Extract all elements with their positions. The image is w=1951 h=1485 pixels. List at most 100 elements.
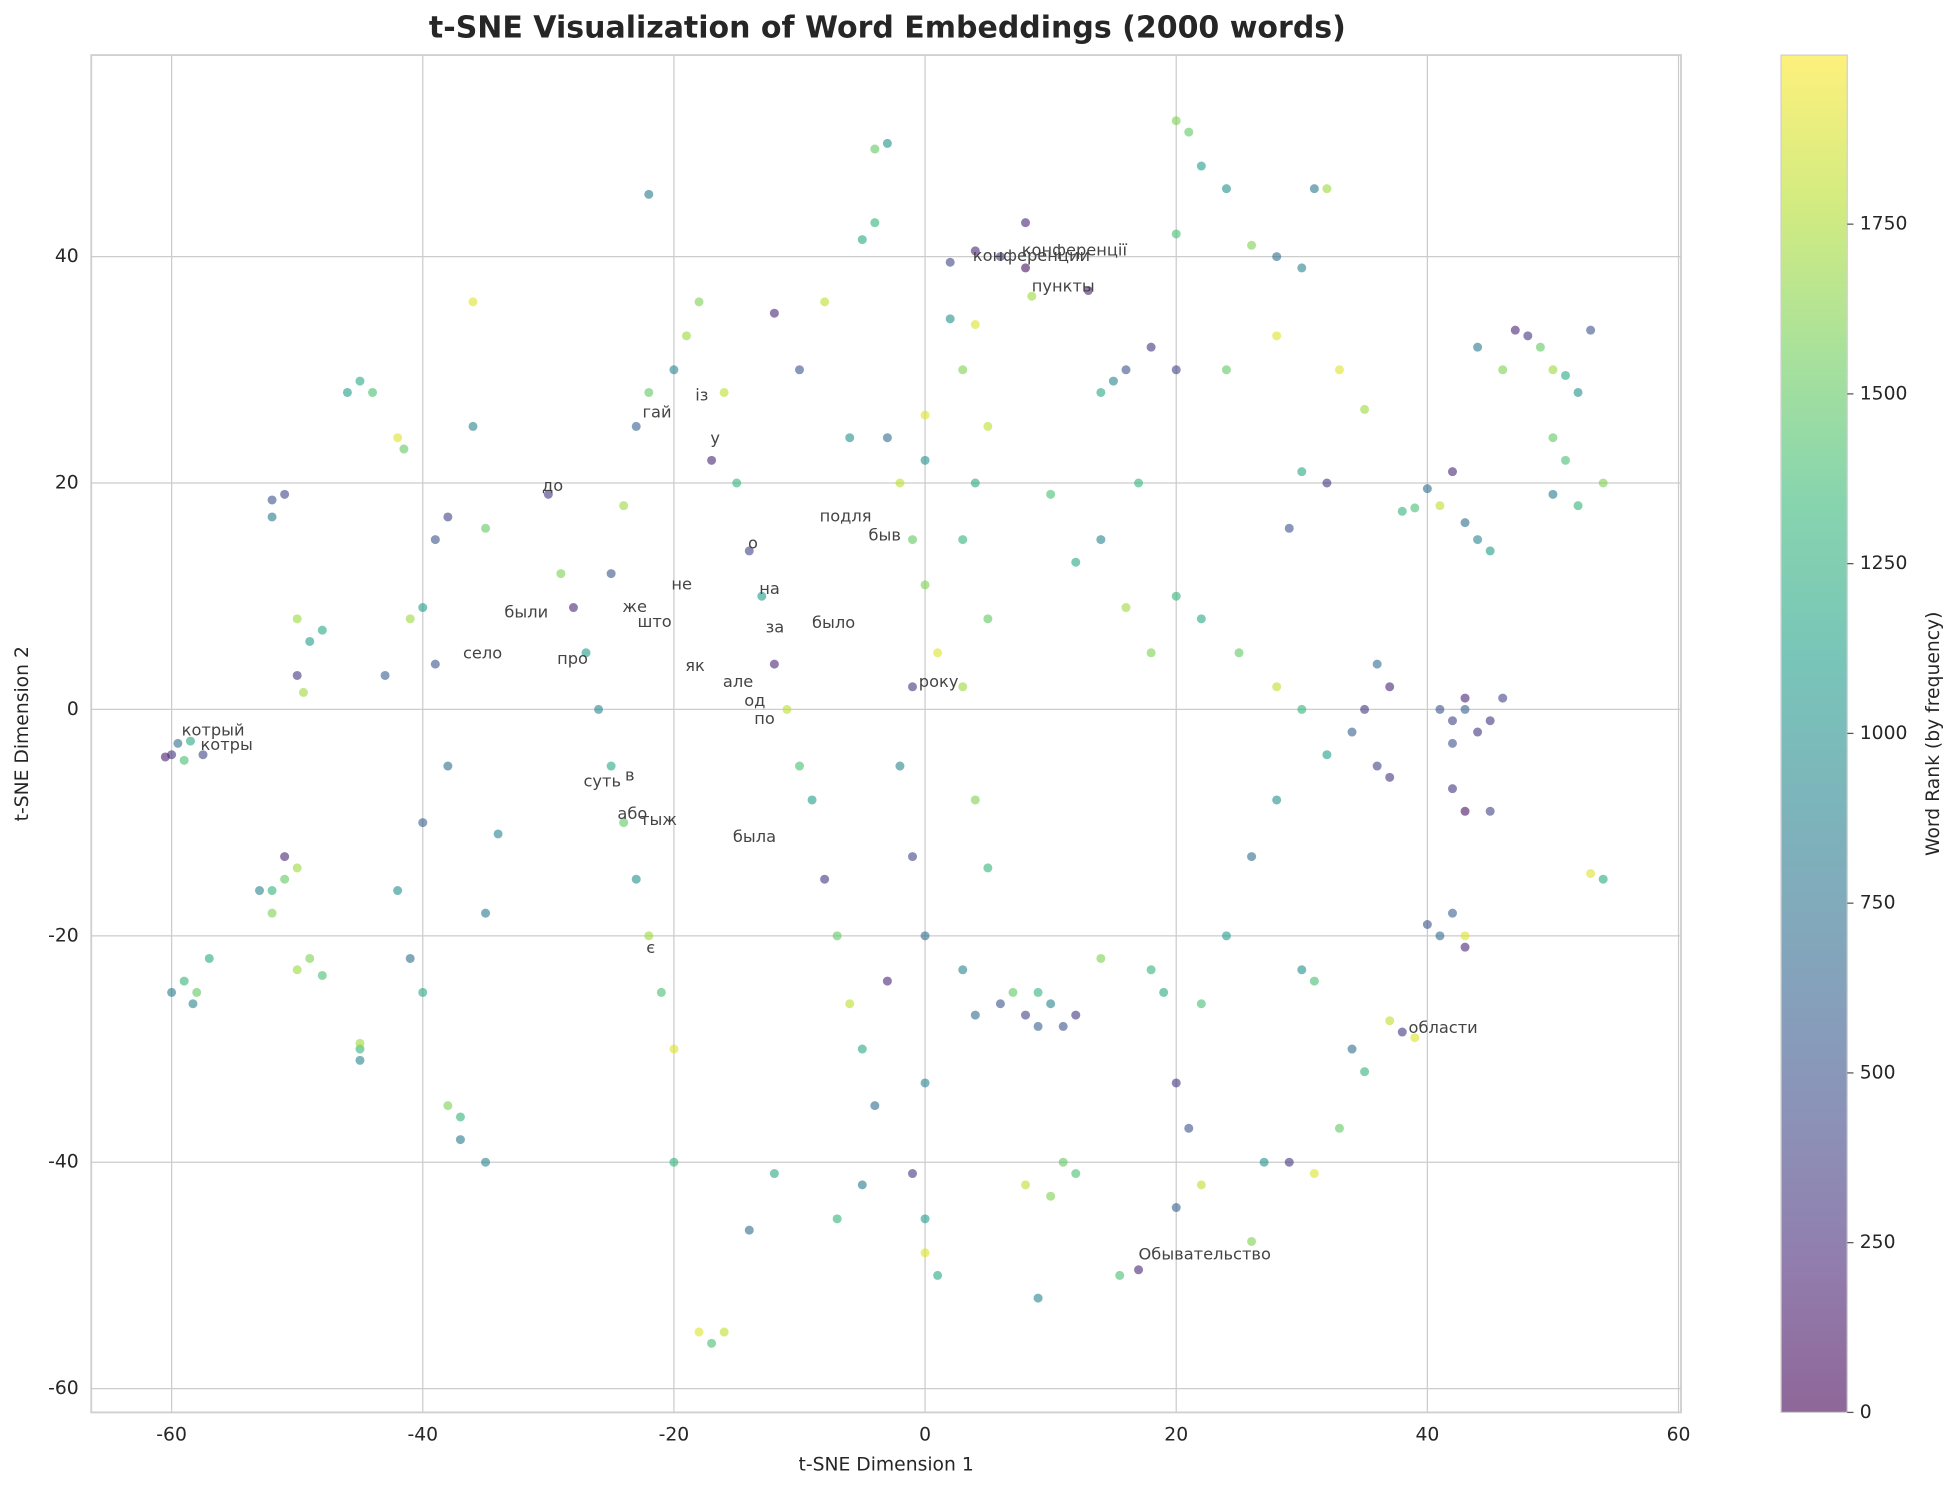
point (481, 1157, 491, 1167)
point (355, 1055, 365, 1065)
point (1397, 506, 1407, 516)
point (267, 886, 277, 896)
point (882, 138, 892, 148)
point (1108, 376, 1118, 386)
point (1272, 682, 1282, 692)
point (1410, 1033, 1420, 1043)
point (857, 1044, 867, 1054)
point (1473, 727, 1483, 737)
point (179, 976, 189, 986)
point (1071, 1169, 1081, 1179)
point (355, 376, 365, 386)
point (1322, 184, 1332, 194)
point (1447, 738, 1457, 748)
point (870, 218, 880, 228)
point (493, 829, 503, 839)
point (305, 636, 315, 646)
point (1184, 1123, 1194, 1133)
colorbar-tick-label: 250 (1860, 1232, 1896, 1253)
point (1096, 953, 1106, 963)
point (1071, 1010, 1081, 1020)
annotation: по (754, 709, 775, 728)
point (757, 591, 767, 601)
point (160, 752, 170, 762)
point (694, 297, 704, 307)
point (882, 976, 892, 986)
point (1247, 852, 1257, 862)
point (1171, 229, 1181, 239)
point (1435, 501, 1445, 511)
point (1309, 184, 1319, 194)
annotation: од (744, 691, 765, 710)
point (418, 603, 428, 613)
point (794, 365, 804, 375)
point (468, 297, 478, 307)
point (292, 965, 302, 975)
point (1347, 727, 1357, 737)
point (1021, 1010, 1031, 1020)
x-tick-label: 40 (1415, 1424, 1439, 1445)
point (1586, 869, 1596, 879)
point (1460, 704, 1470, 714)
point (1372, 659, 1382, 669)
point (418, 818, 428, 828)
point (920, 410, 930, 420)
point (694, 1327, 704, 1337)
annotation: котры (200, 735, 252, 754)
point (769, 659, 779, 669)
point (719, 1327, 729, 1337)
point (1334, 1123, 1344, 1133)
point (188, 999, 198, 1009)
y-tick-label: 0 (67, 699, 79, 720)
point (1548, 365, 1558, 375)
point (619, 501, 629, 511)
point (1385, 772, 1395, 782)
point (1071, 557, 1081, 567)
point (1171, 1203, 1181, 1213)
point (1548, 433, 1558, 443)
point (1573, 501, 1583, 511)
point (173, 738, 183, 748)
point (1473, 342, 1483, 352)
point (1221, 184, 1231, 194)
y-axis-label: t-SNE Dimension 2 (12, 646, 33, 821)
point (970, 795, 980, 805)
point (1171, 1078, 1181, 1088)
point (908, 852, 918, 862)
point (1027, 291, 1037, 301)
annotation: Обывательство (1139, 1245, 1271, 1264)
point (1334, 365, 1344, 375)
point (255, 886, 265, 896)
colorbar-label: Word Rank (by frequency) (1923, 612, 1944, 856)
plot-area (90, 54, 1682, 1414)
point (908, 1169, 918, 1179)
point (1184, 127, 1194, 137)
point (1360, 1067, 1370, 1077)
point (1485, 716, 1495, 726)
point (1447, 467, 1457, 477)
point (292, 614, 302, 624)
point (192, 987, 202, 997)
point (895, 478, 905, 488)
annotation: конференции (973, 246, 1090, 265)
point (1121, 365, 1131, 375)
point (267, 495, 277, 505)
annotation: село (463, 643, 502, 662)
point (556, 569, 566, 579)
annotation: як (685, 656, 705, 675)
point (1259, 1157, 1269, 1167)
point (280, 874, 290, 884)
point (631, 421, 641, 431)
point (317, 970, 327, 980)
point (1146, 342, 1156, 352)
point (1573, 387, 1583, 397)
y-tick-label: -60 (48, 1378, 79, 1399)
point (920, 1214, 930, 1224)
annotation: за (766, 617, 785, 636)
point (769, 1169, 779, 1179)
point (1196, 1180, 1206, 1190)
point (581, 648, 591, 658)
point (1221, 365, 1231, 375)
colorbar (1780, 54, 1848, 1414)
